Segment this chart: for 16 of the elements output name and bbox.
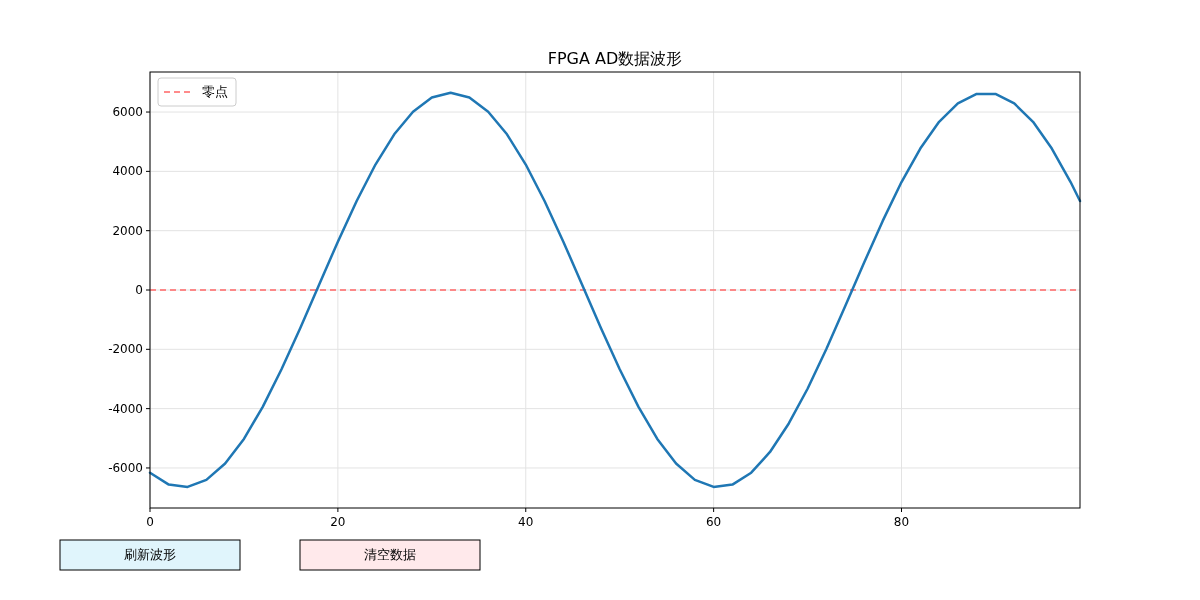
legend-label: 零点 (202, 84, 228, 99)
y-tick-label: -4000 (108, 401, 143, 416)
y-tick-label: -2000 (108, 342, 143, 357)
x-tick-label: 40 (518, 515, 534, 529)
x-tick-label: 80 (893, 515, 910, 529)
text: 刷新波形 (124, 547, 176, 562)
text: 清空数据 (364, 547, 416, 562)
y-tick-label: -6000 (108, 460, 143, 475)
x-tick-label: 60 (706, 515, 722, 529)
y-tick-label: 6000 (112, 105, 143, 120)
x-tick-label: 0 (146, 515, 154, 529)
y-tick-label: 4000 (112, 164, 143, 179)
x-tick-label: 20 (330, 515, 346, 529)
y-tick-label: 2000 (112, 223, 143, 238)
chart-title: FPGA AD数据波形 (547, 49, 683, 68)
y-tick-label: 0 (135, 283, 143, 297)
